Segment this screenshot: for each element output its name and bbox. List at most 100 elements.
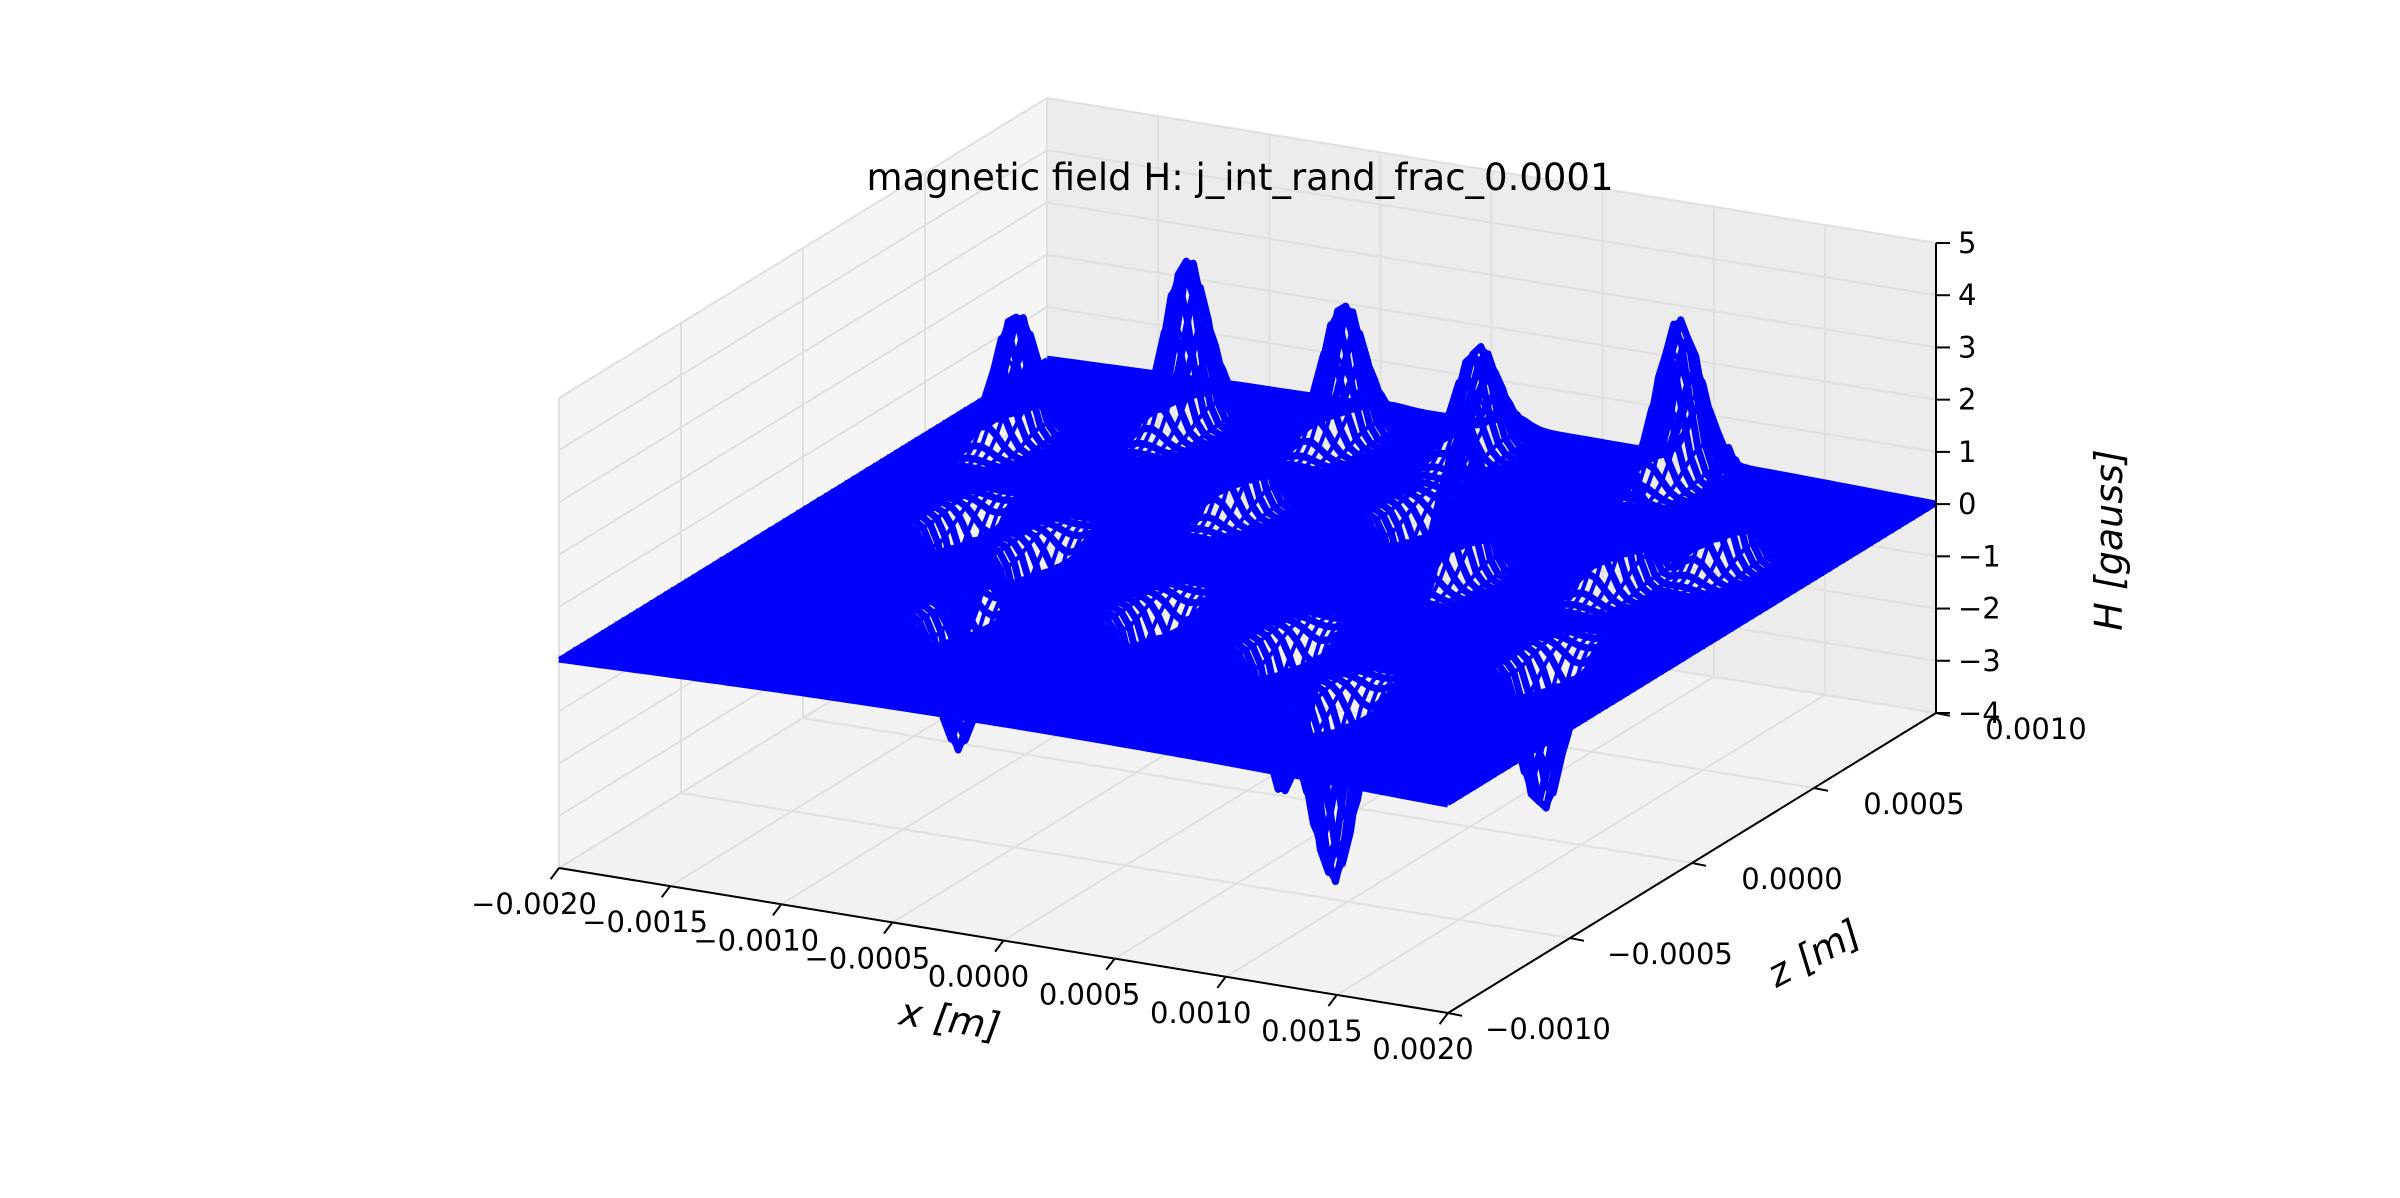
surface-column-line (1446, 502, 1938, 806)
surface-column-line (1164, 433, 1655, 754)
z-tick (1691, 862, 1707, 867)
h-grid-line (558, 253, 1937, 556)
surface-column-line (1075, 434, 1566, 738)
z-tick (1813, 787, 1829, 792)
surface-column-line (978, 418, 1469, 741)
surface-column-line (1382, 490, 1873, 794)
surface-column-line (1188, 440, 1678, 758)
h-tick-label: −2 (1958, 592, 2001, 626)
surface-column-line (1099, 438, 1590, 742)
surface-column-line (776, 358, 1267, 691)
surface-column-line (889, 350, 1379, 708)
surface-column-line (1067, 432, 1558, 737)
surface-column-line (1002, 416, 1492, 726)
surface-column-line (913, 342, 1403, 712)
surface-column-line (929, 410, 1420, 714)
h-tick-label: 2 (1958, 383, 1976, 417)
x-tick-label: 0.0020 (1372, 1032, 1473, 1066)
z-tick (1569, 937, 1585, 942)
surface-column-line (856, 399, 1348, 703)
h-tick-label: 3 (1958, 330, 1976, 364)
surface-column-line (703, 377, 1194, 681)
surface-column-line (654, 370, 1146, 675)
z-tick-label: 0.0005 (1863, 787, 1964, 821)
surface-column-line (557, 357, 1049, 661)
surface-column-line (1244, 460, 1735, 849)
x-tick (1105, 958, 1116, 971)
surface-column-line (606, 363, 1097, 668)
surface-column-line (1349, 462, 1841, 811)
surface-column-line (881, 393, 1372, 707)
surface-mesh (557, 257, 1938, 886)
surface-column-line (937, 411, 1428, 716)
surface-column-line (1438, 500, 1929, 805)
surface-column-line (945, 413, 1436, 717)
x-tick-label: −0.0005 (804, 941, 930, 975)
surface-column-line (1010, 385, 1501, 727)
surface-column-line (1285, 471, 1776, 776)
x-tick (549, 867, 560, 880)
surface-column-line (1277, 470, 1768, 774)
surface-column-line (1139, 445, 1630, 749)
surface-column-line (897, 308, 1387, 709)
surface-column-line (630, 319, 1121, 671)
surface-column-line (953, 414, 1445, 718)
surface-column-line (751, 272, 1242, 688)
surface-column-line (1406, 494, 1897, 799)
surface-column-line (1309, 463, 1800, 780)
surface-column-line (566, 358, 1057, 662)
h-tick-label: −1 (1958, 539, 2001, 573)
surface-column-line (873, 401, 1364, 706)
z-tick-label: 0.0000 (1741, 862, 1842, 896)
surface-column-line (743, 326, 1234, 687)
h-grid-line (558, 201, 1937, 504)
surface-column-line (970, 416, 1461, 721)
surface-column-line (1083, 435, 1574, 740)
h-tick-label: −4 (1958, 696, 2001, 730)
surface-column-line (646, 349, 1137, 673)
z-tick-label: −0.0010 (1485, 1012, 1611, 1046)
surface-column-line (986, 419, 1477, 731)
surface-column-line (679, 373, 1170, 678)
surface-column-line (921, 390, 1412, 713)
surface-column-line (1172, 428, 1663, 755)
x-tick (660, 885, 671, 898)
h-grid-line (558, 96, 1937, 399)
chart-title: magnetic field H: j_int_rand_frac_0.0001 (866, 156, 1613, 199)
x-tick (1438, 1012, 1449, 1025)
surface-column-line (1091, 436, 1582, 741)
surface-column-line (962, 415, 1453, 720)
h-tick-label: 1 (1958, 435, 1976, 469)
surface-column-line (1414, 496, 1905, 800)
surface-column-line (1156, 448, 1647, 752)
surface-column-line (759, 259, 1250, 689)
x-tick (883, 921, 894, 935)
z-axis-label: z [m] (1759, 911, 1868, 997)
h-grid-line (558, 305, 1937, 608)
surface-column-line (1366, 466, 1857, 791)
surface-column-line (614, 365, 1105, 669)
surface-column-line (1115, 441, 1606, 762)
x-tick-label: −0.0010 (693, 923, 819, 957)
surface-column-line (905, 304, 1395, 711)
x-tick-label: 0.0000 (928, 960, 1029, 994)
x-tick-label: 0.0005 (1039, 978, 1140, 1012)
surface-column-line (695, 376, 1186, 680)
surface-column-line (671, 372, 1162, 677)
surface-column-line (1107, 439, 1598, 744)
surface-column-line (1374, 488, 1865, 792)
x-tick-label: 0.0010 (1150, 996, 1251, 1030)
h-axis-label: H [gauss] (2087, 449, 2131, 630)
tick-marks (549, 242, 1951, 1025)
x-tick (1216, 976, 1227, 989)
z-tick-label: 0.0010 (1985, 712, 2086, 746)
surface-column-line (768, 300, 1259, 690)
surface-column-line (808, 392, 1299, 696)
x-tick (994, 939, 1005, 953)
h-tick-label: 0 (1958, 487, 1976, 521)
surface-column-line (1026, 344, 1518, 730)
surface-column-line (1325, 479, 1816, 783)
surface-column-line (1301, 444, 1792, 779)
surface-column-line (840, 396, 1331, 701)
x-tick-label: 0.0015 (1261, 1014, 1362, 1048)
